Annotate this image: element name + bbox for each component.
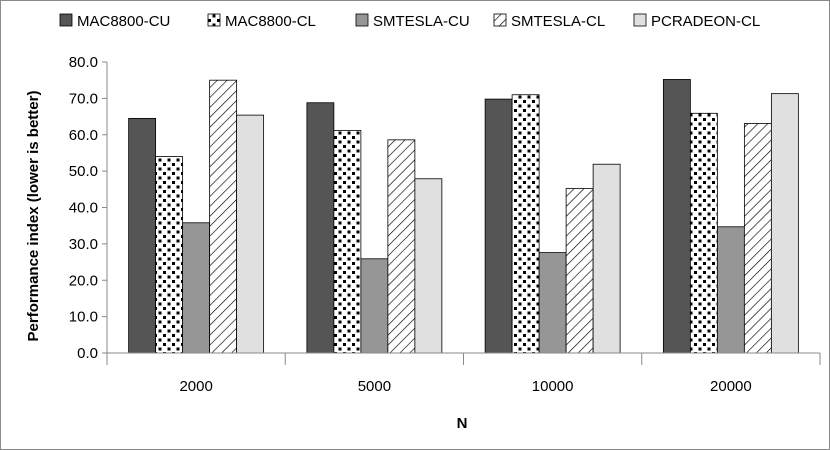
legend-label-pcradeon-cl: PCRADEON-CL <box>651 13 760 30</box>
bar-pcradeon-cl-20000 <box>770 93 799 354</box>
x-tick-label: 10000 <box>532 378 574 395</box>
bar-pcradeon-cl-10000 <box>592 163 621 354</box>
bar-mac8800-cu-2000 <box>128 117 157 354</box>
bar-mac8800-cl-5000 <box>333 129 362 354</box>
bar-mac8800-cl-10000 <box>511 94 540 354</box>
y-tick-label: 80.0 <box>69 54 98 71</box>
bar-mac8800-cl-20000 <box>689 112 718 354</box>
y-tick-label: 20.0 <box>69 272 98 289</box>
y-axis-title: Performance index (lower is better) <box>25 91 42 342</box>
x-tick-label: 5000 <box>358 378 391 395</box>
legend: MAC8800-CU MAC8800-CL SMTESLA-CU SMTESLA-CL… <box>59 13 760 30</box>
x-tick-label: 2000 <box>179 378 212 395</box>
y-tick-label: 70.0 <box>69 90 98 107</box>
bar-mac8800-cu-20000 <box>662 79 691 354</box>
legend-label-smtesla-cu: SMTESLA-CU <box>373 13 470 30</box>
bar-smtesla-cl-10000 <box>565 188 594 354</box>
x-tick-label: 20000 <box>710 378 752 395</box>
legend-label-mac8800-cu: MAC8800-CU <box>77 13 170 30</box>
bar-smtesla-cu-2000 <box>182 222 211 354</box>
bar-smtesla-cl-2000 <box>209 79 238 354</box>
legend-swatch-pcradeon-cl <box>633 13 647 27</box>
bar-mac8800-cu-5000 <box>306 102 335 354</box>
legend-swatch-mac8800-cl <box>207 13 221 27</box>
y-tick-label: 10.0 <box>69 309 98 326</box>
y-tick-label: 40.0 <box>69 200 98 217</box>
y-axis-ticks: 0.0 10.0 20.0 30.0 40.0 50.0 60.0 70.0 80.0 <box>69 54 107 362</box>
x-axis-ticks: 2000 5000 10000 20000 <box>106 353 821 395</box>
bar-smtesla-cl-5000 <box>387 139 416 354</box>
y-tick-label: 50.0 <box>69 163 98 180</box>
y-tick-label: 60.0 <box>69 127 98 144</box>
bar-mac8800-cu-10000 <box>484 98 513 354</box>
bar-pcradeon-cl-5000 <box>414 178 443 354</box>
bars <box>128 79 799 354</box>
x-axis-title: N <box>457 415 468 432</box>
bar-smtesla-cu-20000 <box>716 226 745 354</box>
legend-label-mac8800-cl: MAC8800-CL <box>225 13 316 30</box>
bar-smtesla-cu-10000 <box>538 252 567 354</box>
legend-label-smtesla-cl: SMTESLA-CL <box>511 13 605 30</box>
bar-smtesla-cu-5000 <box>360 258 389 354</box>
legend-swatch-smtesla-cl <box>493 13 507 27</box>
legend-swatch-mac8800-cu <box>59 13 73 27</box>
y-tick-label: 0.0 <box>77 345 98 362</box>
bar-pcradeon-cl-2000 <box>236 114 265 354</box>
bar-smtesla-cl-20000 <box>743 123 772 354</box>
bar-mac8800-cl-2000 <box>155 156 184 354</box>
legend-swatch-smtesla-cu <box>355 13 369 27</box>
y-tick-label: 30.0 <box>69 236 98 253</box>
